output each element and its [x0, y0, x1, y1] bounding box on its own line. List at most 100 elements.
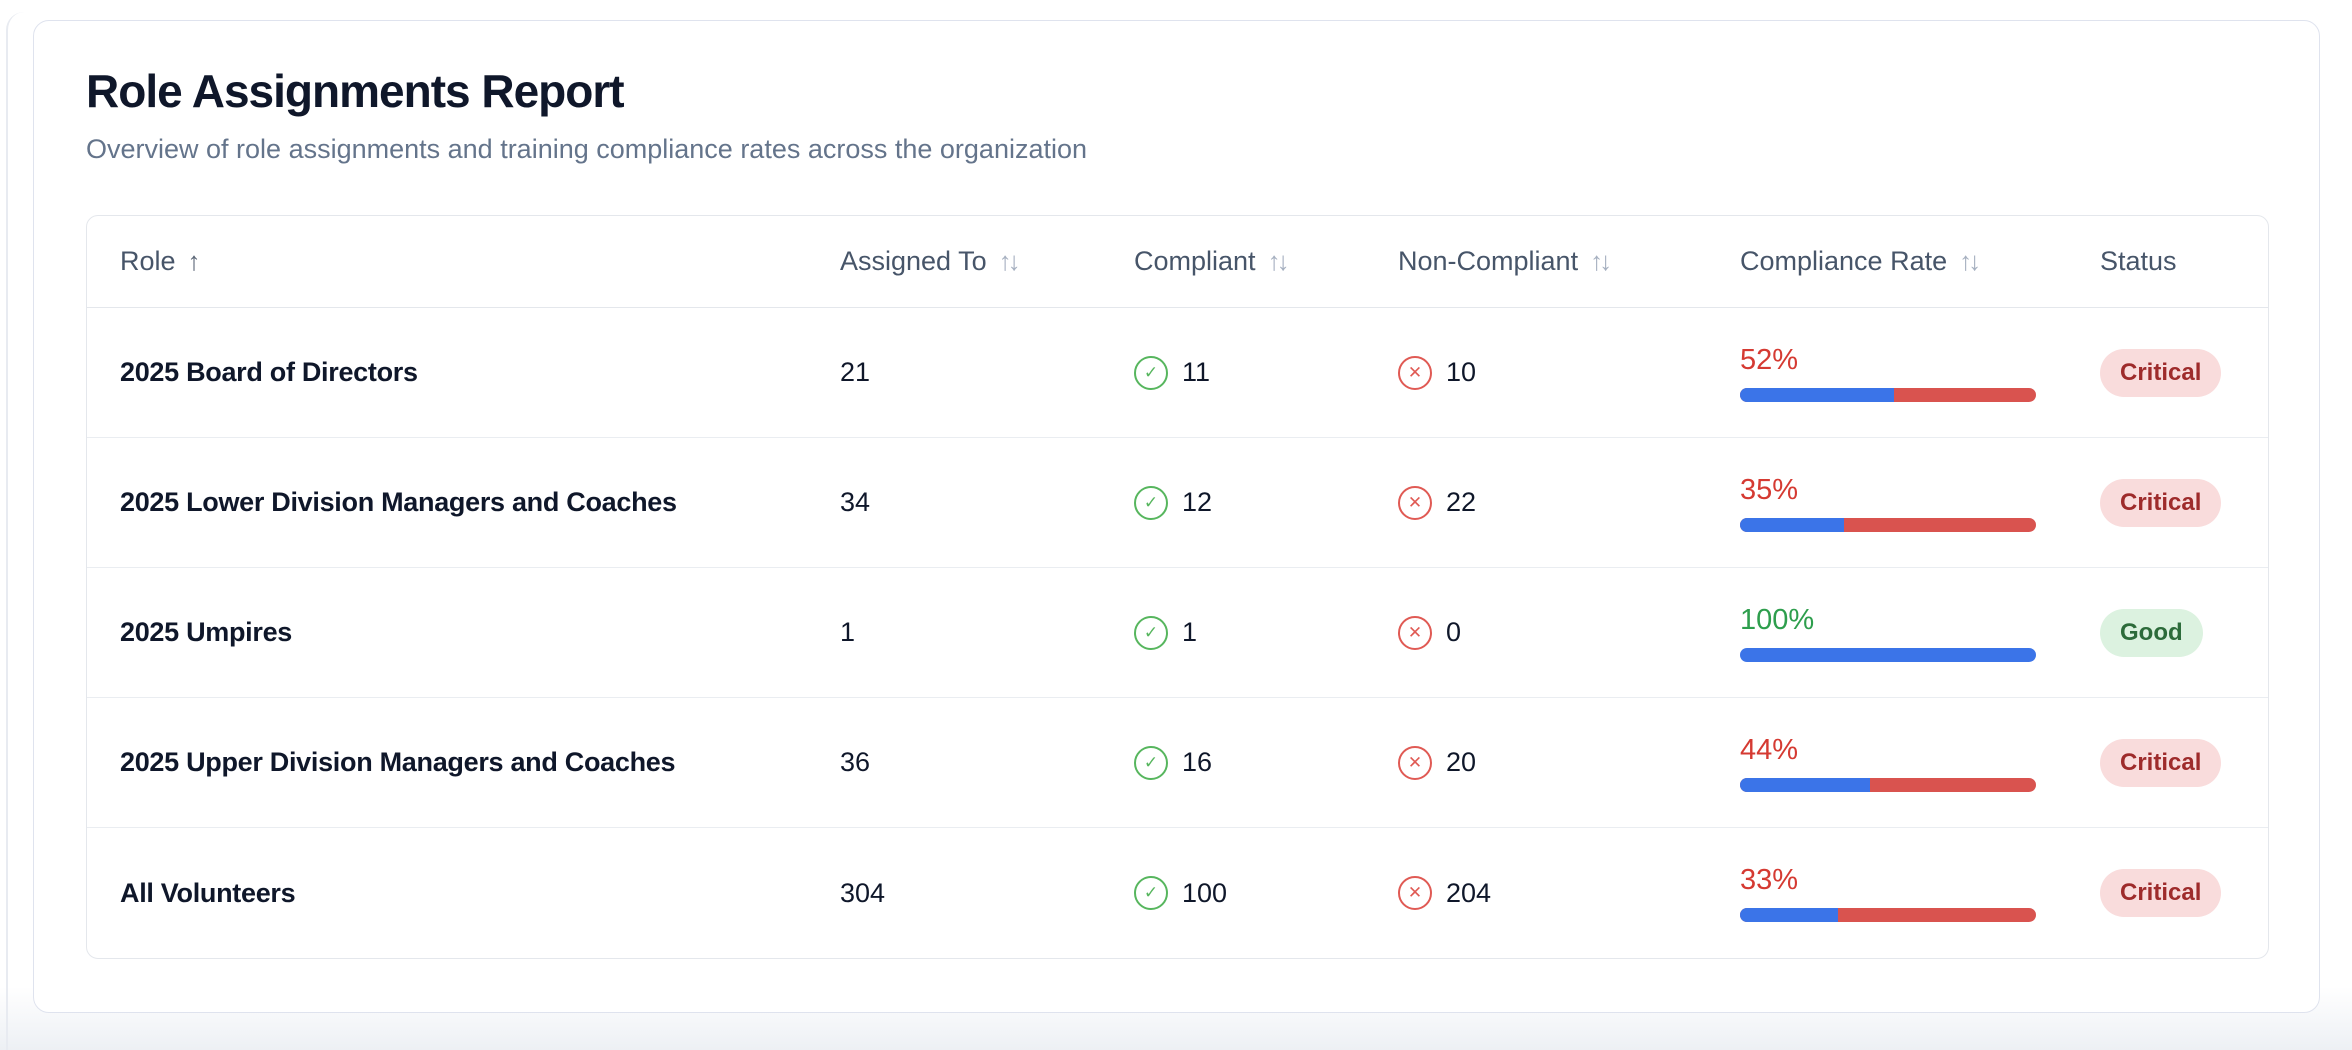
column-header-compliant[interactable]: Compliant ↑↓	[1134, 246, 1398, 277]
compliance-rate-bar-fill	[1740, 908, 1838, 922]
column-header-non-compliant[interactable]: Non-Compliant ↑↓	[1398, 246, 1740, 277]
table-body: 2025 Board of Directors 21 ✓ 11 ✕ 10 52%…	[87, 308, 2268, 958]
status-badge: Critical	[2100, 478, 2222, 527]
role-name: 2025 Board of Directors	[120, 357, 418, 387]
compliant-cell: ✓ 11	[1134, 355, 1398, 390]
status-badge: Good	[2100, 608, 2203, 657]
compliant-cell: ✓ 12	[1134, 485, 1398, 520]
non-compliant-cell: ✕ 204	[1398, 876, 1740, 910]
compliant-cell: ✓ 100	[1134, 876, 1398, 910]
column-header-label: Assigned To	[840, 246, 987, 276]
compliant-value: 11	[1182, 357, 1211, 387]
compliance-rate-bar	[1740, 517, 2036, 532]
x-circle-icon: ✕	[1398, 876, 1432, 910]
column-header-compliance-rate[interactable]: Compliance Rate ↑↓	[1740, 246, 2100, 277]
sort-icon: ↑↓	[1590, 246, 1612, 276]
assigned-to-cell: 1	[840, 617, 1134, 648]
status-badge: Critical	[2100, 738, 2222, 787]
x-circle-icon: ✕	[1398, 615, 1432, 650]
table-row: 2025 Umpires 1 ✓ 1 ✕ 0 100% Good	[87, 568, 2268, 698]
page-subtitle: Overview of role assignments and trainin…	[86, 134, 1088, 164]
non-compliant-cell: ✕ 0	[1398, 615, 1740, 650]
compliant-value: 100	[1182, 877, 1228, 908]
status-cell: Critical	[2100, 869, 2268, 917]
non-compliant-value: 0	[1446, 617, 1462, 647]
column-header-assigned-to[interactable]: Assigned To ↑↓	[840, 246, 1134, 277]
sort-icon: ↑↓	[998, 246, 1021, 276]
role-assignments-table: Role ↑ Assigned To ↑↓ Compliant ↑↓ Non-C…	[86, 215, 2269, 959]
table-row: 2025 Board of Directors 21 ✓ 11 ✕ 10 52%…	[87, 308, 2268, 438]
compliance-rate-cell: 33%	[1740, 864, 2100, 922]
compliant-cell: ✓ 16	[1134, 745, 1398, 780]
column-header-label: Non-Compliant	[1398, 246, 1579, 276]
role-cell: 2025 Lower Division Managers and Coaches	[120, 487, 840, 518]
assigned-to-cell: 36	[840, 747, 1134, 778]
report-card: Role Assignments Report Overview of role…	[33, 20, 2320, 1013]
assigned-to-value: 36	[840, 747, 871, 777]
compliance-rate-bar-fill	[1740, 387, 1894, 402]
compliance-rate-bar-fill	[1740, 777, 1871, 792]
table-row: 2025 Upper Division Managers and Coaches…	[87, 698, 2268, 828]
non-compliant-cell: ✕ 10	[1398, 355, 1740, 390]
compliant-value: 12	[1182, 487, 1213, 517]
non-compliant-value: 10	[1446, 357, 1477, 387]
status-cell: Critical	[2100, 738, 2268, 787]
compliance-rate-cell: 52%	[1740, 344, 2100, 402]
table-header-row: Role ↑ Assigned To ↑↓ Compliant ↑↓ Non-C…	[87, 216, 2268, 308]
compliance-rate-bar	[1740, 908, 2036, 922]
sort-icon: ↑	[187, 246, 201, 276]
check-circle-icon: ✓	[1134, 485, 1168, 520]
compliance-rate-bar-fill	[1740, 647, 2036, 662]
check-circle-icon: ✓	[1134, 745, 1168, 780]
x-circle-icon: ✕	[1398, 355, 1432, 390]
role-name: 2025 Umpires	[120, 617, 293, 647]
non-compliant-value: 204	[1446, 877, 1492, 908]
x-circle-icon: ✕	[1398, 485, 1432, 520]
compliance-rate-percent: 100%	[1740, 603, 1815, 636]
assigned-to-value: 21	[840, 357, 871, 387]
compliance-rate-bar	[1740, 777, 2036, 792]
compliance-rate-cell: 100%	[1740, 604, 2100, 662]
table-row: All Volunteers 304 ✓ 100 ✕ 204 33% Criti…	[87, 828, 2268, 958]
assigned-to-cell: 304	[840, 878, 1134, 909]
check-circle-icon: ✓	[1134, 615, 1168, 650]
sort-icon: ↑↓	[1959, 246, 1981, 276]
check-circle-icon: ✓	[1134, 355, 1168, 390]
role-cell: 2025 Board of Directors	[120, 357, 840, 388]
column-header-label: Compliance Rate	[1740, 246, 1948, 276]
compliance-rate-bar-fill	[1740, 517, 1844, 532]
sort-icon: ↑↓	[1267, 246, 1290, 276]
status-cell: Good	[2100, 608, 2268, 657]
compliant-value: 16	[1182, 747, 1213, 777]
status-cell: Critical	[2100, 348, 2268, 397]
column-header-role[interactable]: Role ↑	[120, 246, 840, 277]
table-row: 2025 Lower Division Managers and Coaches…	[87, 438, 2268, 568]
compliant-cell: ✓ 1	[1134, 615, 1398, 650]
compliance-rate-percent: 35%	[1740, 473, 1799, 506]
x-circle-icon: ✕	[1398, 745, 1432, 780]
compliant-value: 1	[1182, 617, 1198, 647]
role-name: 2025 Lower Division Managers and Coaches	[120, 487, 677, 517]
column-header-label: Status	[2100, 246, 2177, 276]
role-cell: All Volunteers	[120, 878, 840, 909]
non-compliant-cell: ✕ 22	[1398, 485, 1740, 520]
compliance-rate-percent: 33%	[1740, 864, 1799, 896]
status-badge: Critical	[2100, 869, 2222, 917]
compliance-rate-percent: 44%	[1740, 733, 1799, 766]
role-name: All Volunteers	[120, 877, 296, 908]
non-compliant-cell: ✕ 20	[1398, 745, 1740, 780]
assigned-to-cell: 21	[840, 357, 1134, 388]
non-compliant-value: 20	[1446, 747, 1477, 777]
column-header-label: Role	[120, 246, 176, 276]
compliance-rate-bar	[1740, 647, 2036, 662]
compliance-rate-percent: 52%	[1740, 343, 1799, 376]
assigned-to-cell: 34	[840, 487, 1134, 518]
check-circle-icon: ✓	[1134, 876, 1168, 910]
compliance-rate-cell: 44%	[1740, 734, 2100, 792]
assigned-to-value: 34	[840, 487, 871, 517]
assigned-to-value: 304	[840, 877, 886, 908]
page-title: Role Assignments Report	[86, 65, 625, 117]
status-cell: Critical	[2100, 478, 2268, 527]
column-header-status[interactable]: Status	[2100, 246, 2268, 277]
column-header-label: Compliant	[1134, 246, 1256, 276]
